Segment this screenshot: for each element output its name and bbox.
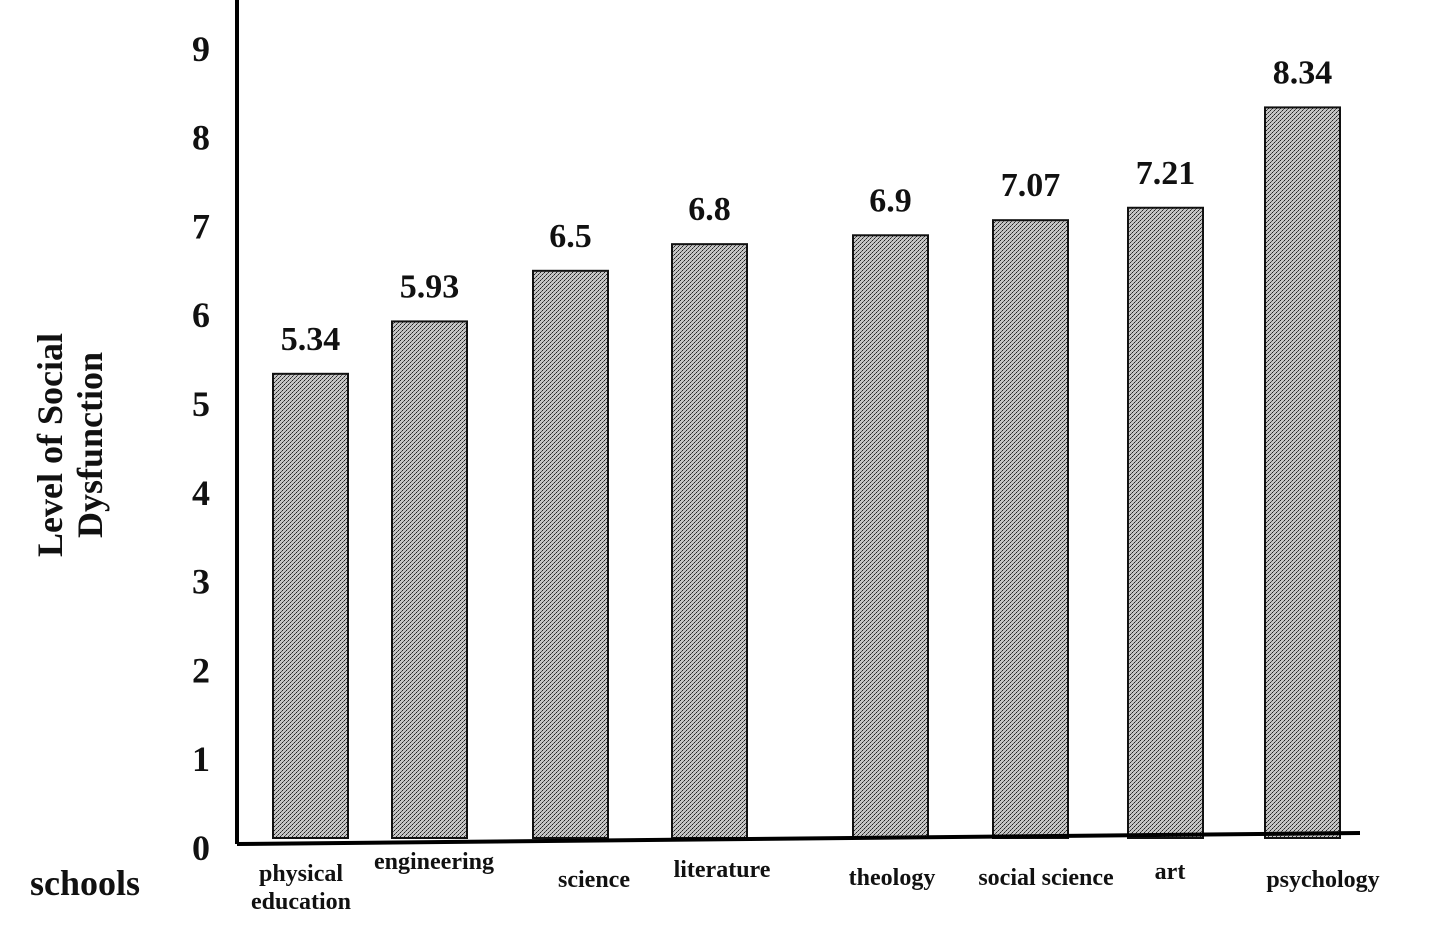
- bars: [272, 106, 1341, 840]
- bar: [992, 219, 1069, 839]
- category-label: literature: [674, 857, 771, 883]
- bar: [1127, 206, 1204, 839]
- value-label: 7.07: [1001, 167, 1061, 204]
- category-label: social science: [978, 865, 1114, 891]
- bar: [1264, 106, 1341, 839]
- value-label: 8.34: [1273, 54, 1333, 91]
- category-label: science: [558, 867, 630, 893]
- x-axis-line: [236, 831, 1361, 846]
- y-axis-label: Level of SocialDysfunction: [30, 333, 110, 557]
- bar: [532, 269, 609, 839]
- value-label: 5.93: [400, 268, 460, 305]
- value-label: 6.5: [549, 218, 592, 255]
- y-tick-label: 6: [192, 295, 210, 335]
- y-tick-labels: 0 1 2 3 4 5 6 7 8 9: [192, 29, 210, 868]
- y-tick-label: 0: [192, 828, 210, 868]
- y-tick-label: 7: [192, 206, 210, 246]
- category-label: physical education: [251, 861, 351, 915]
- bar: [671, 243, 748, 840]
- y-tick-label: 3: [192, 562, 210, 602]
- value-label: 6.8: [688, 191, 731, 228]
- category-label: engineering: [374, 849, 494, 875]
- value-label: 6.9: [869, 182, 912, 219]
- y-tick-label: 1: [192, 739, 210, 779]
- category-labels: physical education engineering science liter…: [251, 849, 1380, 915]
- bar: [391, 320, 468, 839]
- category-label: psychology: [1266, 867, 1379, 893]
- bar: [272, 372, 349, 839]
- y-tick-label: 2: [192, 650, 210, 690]
- category-label: art: [1155, 859, 1186, 885]
- bar: [852, 234, 929, 839]
- y-tick-label: 5: [192, 384, 210, 424]
- value-labels: 5.34 5.93 6.5 6.8 6.9 7.07 7.21 8.34: [281, 54, 1333, 357]
- value-label: 5.34: [281, 321, 341, 358]
- y-tick-label: 4: [192, 473, 210, 513]
- y-tick-label: 9: [192, 29, 210, 69]
- category-label: theology: [849, 865, 936, 891]
- value-label: 7.21: [1136, 155, 1196, 192]
- x-axis-label: schools: [30, 863, 140, 903]
- y-tick-label: 8: [192, 118, 210, 158]
